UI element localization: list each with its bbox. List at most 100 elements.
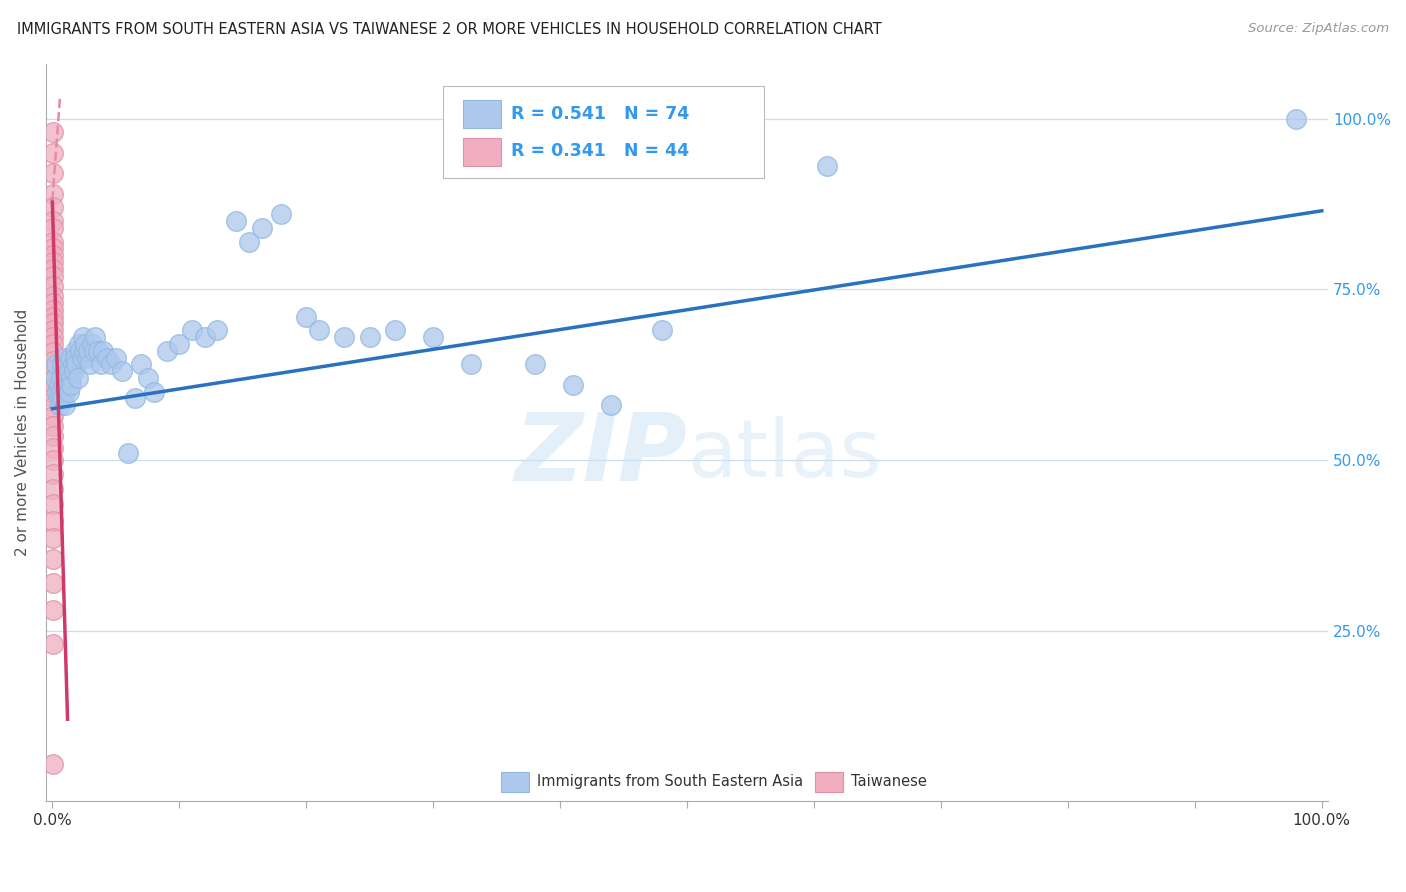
Text: Taiwanese: Taiwanese [851, 774, 927, 789]
Point [42, 200, 65, 214]
Point [80, 337, 103, 351]
Point [42, 497, 65, 511]
Point [42, 235, 65, 249]
Point [181, 323, 204, 337]
Point [42, 400, 65, 414]
Point [42, 278, 65, 293]
Point [42, 248, 65, 262]
Y-axis label: 2 or more Vehicles in Household: 2 or more Vehicles in Household [15, 309, 30, 557]
Point [84, 330, 107, 344]
Point [561, 377, 583, 392]
Point [42, 467, 65, 481]
Point [308, 323, 330, 337]
Point [96, 351, 118, 365]
Point [359, 330, 381, 344]
Point [48, 392, 70, 406]
Point [42, 255, 65, 269]
Point [42, 186, 65, 201]
Text: R = 0.341   N = 44: R = 0.341 N = 44 [512, 142, 689, 160]
Point [42, 441, 65, 455]
Point [523, 357, 546, 371]
Text: atlas: atlas [688, 416, 882, 493]
Point [87, 343, 110, 358]
Point [42, 372, 65, 386]
Text: Source: ZipAtlas.com: Source: ZipAtlas.com [1249, 22, 1389, 36]
Point [42, 552, 65, 566]
Point [75, 337, 97, 351]
Point [111, 364, 134, 378]
Point [56, 357, 79, 371]
Point [72, 330, 94, 344]
Point [117, 446, 139, 460]
Point [44, 371, 66, 385]
Point [76, 351, 98, 365]
Point [42, 214, 65, 228]
Point [63, 351, 86, 365]
FancyBboxPatch shape [501, 772, 529, 792]
Point [65, 357, 87, 371]
Text: Immigrants from South Eastern Asia: Immigrants from South Eastern Asia [537, 774, 803, 789]
Point [63, 343, 86, 358]
Point [384, 323, 406, 337]
Point [295, 310, 318, 324]
Point [460, 357, 482, 371]
Point [42, 296, 65, 310]
Point [225, 214, 247, 228]
Point [42, 268, 65, 283]
Point [91, 343, 114, 358]
Text: R = 0.541   N = 74: R = 0.541 N = 74 [512, 105, 690, 123]
FancyBboxPatch shape [815, 772, 844, 792]
Point [42, 220, 65, 235]
Point [42, 429, 65, 443]
Point [53, 384, 76, 399]
Point [90, 357, 112, 371]
Point [136, 371, 159, 385]
Point [194, 330, 217, 344]
Point [42, 330, 65, 344]
Point [42, 603, 65, 617]
Point [66, 371, 89, 385]
Point [599, 398, 621, 412]
Point [238, 235, 260, 249]
Point [42, 337, 65, 351]
Point [42, 637, 65, 651]
Point [104, 351, 127, 365]
Point [42, 381, 65, 395]
Point [815, 160, 838, 174]
Point [51, 371, 73, 385]
Point [62, 357, 84, 371]
Point [52, 351, 75, 365]
Point [250, 220, 273, 235]
Point [51, 392, 73, 406]
Point [76, 343, 98, 358]
Point [58, 364, 80, 378]
Point [56, 377, 79, 392]
Point [79, 357, 101, 371]
Point [46, 384, 69, 399]
Point [42, 323, 65, 337]
Point [69, 343, 91, 358]
Point [651, 323, 673, 337]
Point [42, 354, 65, 368]
Point [83, 343, 105, 358]
Point [60, 377, 83, 392]
Point [333, 330, 356, 344]
Point [52, 377, 75, 392]
Point [42, 363, 65, 377]
Point [42, 756, 65, 771]
Point [422, 330, 444, 344]
Point [42, 241, 65, 255]
Point [42, 514, 65, 528]
FancyBboxPatch shape [463, 137, 501, 166]
Point [42, 261, 65, 276]
Point [55, 371, 77, 385]
Point [169, 337, 191, 351]
Point [70, 351, 93, 365]
Point [59, 351, 82, 365]
Point [42, 575, 65, 590]
Point [42, 345, 65, 359]
Text: ZIP: ZIP [515, 409, 688, 500]
Point [58, 384, 80, 399]
Point [124, 392, 146, 406]
Point [100, 357, 122, 371]
